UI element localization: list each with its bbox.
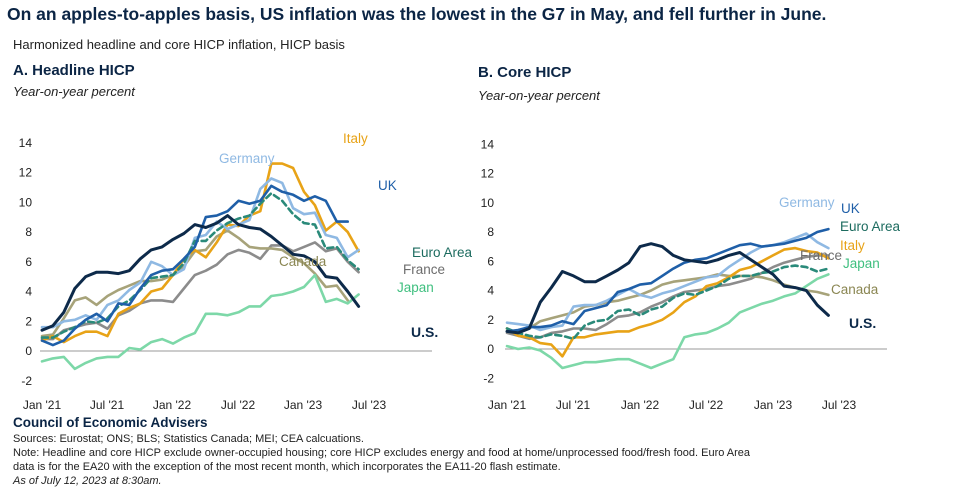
series-label-france: France <box>800 248 842 263</box>
series-line-uk <box>505 227 830 333</box>
note-text-2: data is for the EA20 with the exception … <box>13 461 561 473</box>
series-label-uk: UK <box>378 178 397 193</box>
series-line-germany <box>40 177 360 329</box>
series-label-u-s: U.S. <box>849 315 876 331</box>
x-tick-label: Jan '21 <box>23 398 62 410</box>
series-label-canada: Canada <box>831 282 879 297</box>
y-tick-label: 4 <box>25 285 32 299</box>
series-label-canada: Canada <box>279 254 327 269</box>
x-tick-label: Jul '23 <box>822 398 857 410</box>
series-label-euro-area: Euro Area <box>840 219 901 234</box>
series-line-japan <box>40 273 360 371</box>
y-tick-label: 6 <box>487 254 494 268</box>
sources-text: Sources: Eurostat; ONS; BLS; Statistics … <box>13 433 364 445</box>
series-line-u-s <box>40 214 361 332</box>
series-label-france: France <box>403 262 445 277</box>
x-tick-label: Jan '23 <box>284 398 323 410</box>
x-tick-label: Jan '23 <box>754 398 793 410</box>
y-tick-label: 10 <box>19 195 33 209</box>
y-tick-label: 10 <box>481 196 495 210</box>
series-line-u-s <box>505 242 830 335</box>
y-tick-label: 12 <box>19 166 33 180</box>
series-label-italy: Italy <box>840 238 865 253</box>
chart-subtitle: Harmonized headline and core HICP inflat… <box>13 37 345 52</box>
x-tick-label: Jul '23 <box>352 398 387 410</box>
x-tick-label: Jan '21 <box>488 398 527 410</box>
series-line-uk <box>40 184 349 347</box>
y-tick-label: -2 <box>483 371 494 385</box>
y-tick-label: 2 <box>487 313 494 327</box>
panel-b-core-hicp: -2 0 2 4 6 8 10 12 14 Jan '21 Jul '21 Jan '22 Jul '2… <box>481 137 901 410</box>
panel-a-title: A. Headline HICP <box>13 62 135 79</box>
org-name: Council of Economic Advisers <box>13 415 208 430</box>
y-tick-label: 4 <box>487 284 494 298</box>
y-tick-label: 14 <box>481 137 495 151</box>
footer: Council of Economic Advisers Sources: Eu… <box>13 415 963 488</box>
y-tick-label: 12 <box>481 167 495 181</box>
panel-a-headline-hicp: -2 0 2 4 6 8 10 12 14 Jan '21 Jul '21 Jan '22 Jul '2… <box>19 131 473 410</box>
x-tick-label: Jul '21 <box>556 398 591 410</box>
series-line-euro-area <box>40 192 360 339</box>
series-line-japan <box>505 273 830 370</box>
series-line-euro-area <box>505 264 830 341</box>
y-tick-label: 6 <box>25 255 32 269</box>
y-tick-label: 8 <box>487 225 494 239</box>
panel-b-ylabel: Year-on-year percent <box>478 88 600 103</box>
y-tick-label: 2 <box>25 314 32 328</box>
series-label-italy: Italy <box>343 131 368 146</box>
series-line-canada <box>505 273 830 333</box>
y-tick-label: 0 <box>487 342 494 356</box>
x-tick-label: Jul '22 <box>689 398 724 410</box>
y-tick-label: 14 <box>19 136 33 150</box>
series-label-euro-area: Euro Area <box>412 245 473 260</box>
series-line-italy <box>40 162 360 344</box>
panel-b-title: B. Core HICP <box>478 64 572 81</box>
x-tick-label: Jul '22 <box>221 398 256 410</box>
panel-a-ylabel: Year-on-year percent <box>13 84 135 99</box>
note-text-1: Note: Headline and core HICP exclude own… <box>13 447 751 459</box>
x-tick-label: Jan '22 <box>153 398 192 410</box>
chart-title: On an apples-to-apples basis, US inflati… <box>7 4 827 24</box>
as-of-text: As of July 12, 2023 at 8:30am. <box>13 475 162 487</box>
series-line-italy <box>505 246 830 358</box>
series-label-germany: Germany <box>779 195 835 210</box>
series-label-japan: Japan <box>397 280 434 295</box>
x-tick-label: Jul '21 <box>90 398 125 410</box>
series-label-japan: Japan <box>843 256 880 271</box>
charts-svg: -2 0 2 4 6 8 10 12 14 Jan '21 Jul '21 Jan '22 Jul '2… <box>19 131 901 410</box>
series-label-germany: Germany <box>219 151 275 166</box>
y-tick-label: -2 <box>21 374 32 388</box>
series-label-u-s: U.S. <box>411 324 438 340</box>
x-tick-label: Jan '22 <box>621 398 660 410</box>
y-tick-label: 0 <box>25 344 32 358</box>
series-label-uk: UK <box>841 201 860 216</box>
series-line-france <box>505 254 830 341</box>
y-tick-label: 8 <box>25 225 32 239</box>
